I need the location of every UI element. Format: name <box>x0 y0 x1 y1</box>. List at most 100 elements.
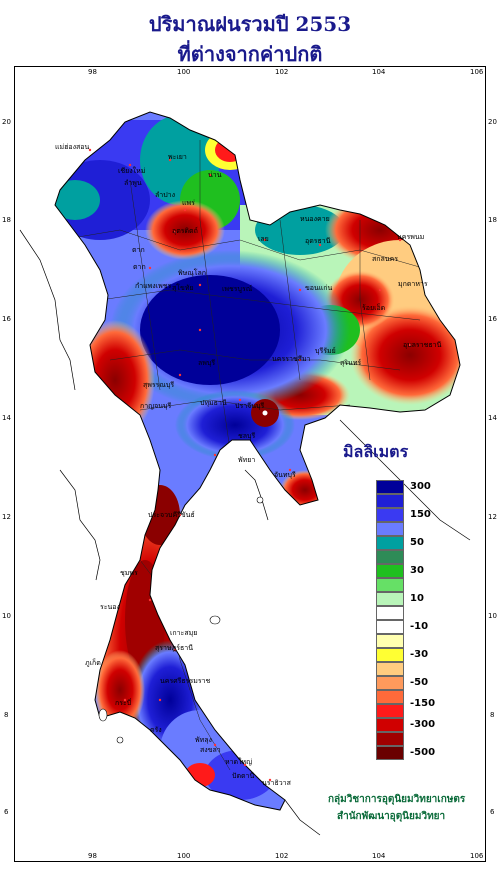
y-tick: 8 <box>490 711 495 719</box>
place-label: แม่ฮ่องสอน <box>55 143 90 151</box>
y-tick: 8 <box>4 711 9 719</box>
place-label: สุพรรณบุรี <box>143 381 175 389</box>
legend-swatch <box>376 508 404 522</box>
province-borders <box>59 140 431 771</box>
legend-colorbar <box>376 480 404 760</box>
place-label: นครราชสีมา <box>272 355 311 363</box>
legend-label: -50 <box>410 677 429 688</box>
station-markers <box>88 148 412 782</box>
y-tick: 16 <box>488 315 497 323</box>
place-label: สงขลา <box>200 746 221 754</box>
legend-swatch <box>376 480 404 494</box>
place-label: สุรินทร์ <box>340 359 362 367</box>
legend-swatch <box>376 606 404 620</box>
place-label: เชียงใหม่ <box>118 167 146 175</box>
place-label: ปัตตานี <box>232 772 255 780</box>
legend-title: มิลลิเมตร <box>343 442 409 461</box>
place-label: นครพนม <box>397 233 425 241</box>
y-tick: 6 <box>4 808 9 816</box>
legend-label: 300 <box>410 481 431 492</box>
place-label: ลำพูน <box>124 179 142 187</box>
place-label: หนองคาย <box>300 215 330 223</box>
place-label: กระบี่ <box>115 699 132 707</box>
legend-swatch <box>376 550 404 564</box>
y-tick: 20 <box>2 118 11 126</box>
legend-swatch <box>376 648 404 662</box>
x-tick: 102 <box>275 68 289 76</box>
place-label: สกลนคร <box>372 255 399 263</box>
place-label: เกาะสมุย <box>170 629 198 637</box>
legend-swatch <box>376 704 404 718</box>
place-label: กาญจนบุรี <box>140 402 172 410</box>
legend-swatch <box>376 522 404 536</box>
legend-swatch <box>376 690 404 704</box>
x-tick: 104 <box>372 852 386 860</box>
place-label: ประจวบคีรีขันธ์ <box>148 511 195 519</box>
legend-swatch <box>376 620 404 634</box>
legend-swatch <box>376 592 404 606</box>
place-label: ตรัง <box>150 726 162 734</box>
place-label: พะเยา <box>168 153 187 161</box>
x-tick: 106 <box>470 68 484 76</box>
legend-label: -300 <box>410 719 436 730</box>
place-label: ลพบุรี <box>198 359 216 367</box>
place-label: จันทบุรี <box>274 471 296 479</box>
x-tick: 100 <box>177 852 191 860</box>
place-label: ปราจีนบุรี <box>235 402 265 410</box>
islands <box>98 496 264 744</box>
map-title: ปริมาณฝนรวมปี 2553 <box>148 12 352 36</box>
legend-label: 30 <box>410 565 424 576</box>
y-tick: 6 <box>490 808 495 816</box>
place-label: พัทยา <box>238 456 256 464</box>
legend-label: -500 <box>410 747 436 758</box>
place-label: ตาก <box>132 246 145 254</box>
place-label: นครศรีธรรมราช <box>160 677 211 685</box>
credit-line-1: กลุ่มวิชาการอุตุนิยมวิทยาเกษตร <box>328 794 466 805</box>
legend-label: -30 <box>410 649 429 660</box>
y-tick: 18 <box>488 216 497 224</box>
legend-swatch <box>376 564 404 578</box>
legend-swatch <box>376 578 404 592</box>
place-label: น่าน <box>208 171 222 179</box>
place-label: ภูเก็ต <box>85 659 101 667</box>
legend-swatch <box>376 536 404 550</box>
place-label: บุรีรัมย์ <box>315 347 336 355</box>
legend-label: -150 <box>410 698 436 709</box>
place-label: กำแพงเพชร <box>135 282 172 290</box>
legend-swatch <box>376 718 404 732</box>
place-label: อุดรธานี <box>305 237 331 245</box>
place-label: สุโขทัย <box>172 284 194 292</box>
y-tick: 12 <box>488 513 497 521</box>
place-label: ปทุมธานี <box>200 399 227 407</box>
legend-swatch <box>376 634 404 648</box>
legend-swatch <box>376 662 404 676</box>
legend-label: -10 <box>410 621 429 632</box>
y-tick: 18 <box>2 216 11 224</box>
legend-swatch <box>376 676 404 690</box>
y-tick: 14 <box>488 414 497 422</box>
place-label: หาดใหญ่ <box>225 758 253 766</box>
place-label: ขอนแก่น <box>305 284 333 292</box>
place-label: อุตรดิตถ์ <box>172 227 198 235</box>
place-label: แพร่ <box>182 199 195 207</box>
place-label: เพชรบูรณ์ <box>222 285 253 293</box>
place-label: พัทลุง <box>195 736 212 744</box>
place-label: ร้อยเอ็ด <box>362 304 386 312</box>
x-tick: 98 <box>88 852 97 860</box>
y-tick: 16 <box>2 315 11 323</box>
legend-label: 150 <box>410 509 431 520</box>
y-tick: 20 <box>488 118 497 126</box>
x-tick: 100 <box>177 68 191 76</box>
legend-swatch <box>376 732 404 746</box>
y-tick: 10 <box>2 612 11 620</box>
legend-swatch <box>376 494 404 508</box>
y-tick: 12 <box>2 513 11 521</box>
place-label: ตาก <box>133 263 146 271</box>
place-label: พิษณุโลก <box>178 269 207 277</box>
x-tick: 98 <box>88 68 97 76</box>
credit-line-2: สำนักพัฒนาอุตุนิยมวิทยา <box>337 811 446 822</box>
legend-swatch <box>376 746 404 760</box>
place-label: อุบลราชธานี <box>403 341 442 349</box>
thailand-outline <box>54 111 461 811</box>
y-tick: 10 <box>488 612 497 620</box>
